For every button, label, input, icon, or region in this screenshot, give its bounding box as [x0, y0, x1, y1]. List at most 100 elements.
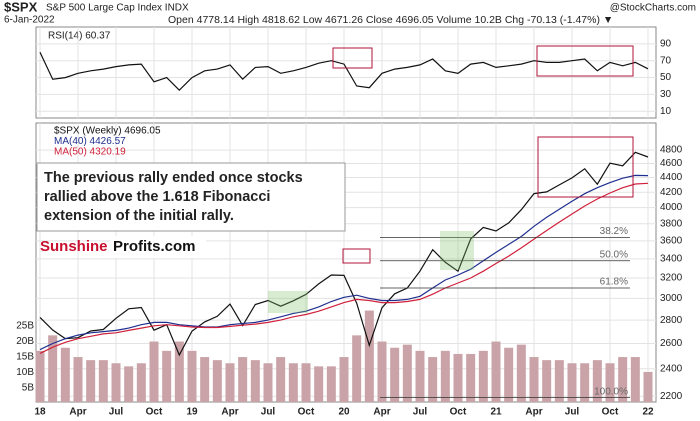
- y-tick-label: 3400: [660, 254, 683, 265]
- y-tick-label: 2200: [660, 391, 683, 402]
- volume-bar: [504, 347, 514, 402]
- highlight-zone: [268, 291, 308, 313]
- volume-bar: [86, 360, 96, 402]
- volume-bar: [339, 357, 349, 402]
- y-tick-label: 4800: [660, 145, 683, 156]
- volume-bar: [288, 363, 298, 402]
- volume-bar: [630, 357, 640, 402]
- y-tick-label: 3200: [660, 273, 683, 284]
- annotation-line: The previous rally ended once stocks: [44, 170, 303, 186]
- y-tick-label: 50: [660, 72, 672, 83]
- y-tick-label: 4400: [660, 172, 683, 183]
- x-tick-label: 22: [642, 407, 654, 418]
- highlight-box: [342, 248, 371, 264]
- volume-bar: [238, 357, 248, 402]
- fib-label: 50.0%: [600, 249, 628, 260]
- volume-bar: [98, 360, 108, 402]
- line-series: [39, 52, 649, 92]
- volume-bar: [542, 360, 552, 402]
- x-tick-label: 21: [490, 407, 502, 418]
- volume-bar: [276, 357, 286, 402]
- volume-bar: [149, 341, 159, 402]
- y2-tick-label: 5B: [22, 383, 35, 394]
- line-series: [39, 182, 649, 354]
- highlight-zone: [440, 231, 474, 270]
- logo: Sunshine: [40, 238, 108, 255]
- y-tick-label: 30: [660, 89, 672, 100]
- rsi-panel: [35, 26, 657, 119]
- y-tick-label: 70: [660, 55, 672, 66]
- legend-entry: MA(40) 4426.57: [54, 136, 126, 147]
- volume-bar: [491, 341, 501, 402]
- credit: @StockCharts.com: [610, 3, 696, 14]
- symbol: $SPX: [4, 0, 38, 14]
- y-tick-label: 3000: [660, 293, 683, 304]
- volume-bar: [554, 360, 564, 402]
- y-tick-label: 4000: [660, 202, 683, 213]
- volume-bar: [314, 366, 324, 402]
- volume-bar: [136, 363, 146, 402]
- volume-bar: [364, 310, 374, 402]
- y-tick-label: 3600: [660, 235, 683, 246]
- line-series: [39, 174, 649, 351]
- volume-bar: [618, 357, 628, 402]
- volume-bar: [162, 350, 172, 402]
- y-tick-label: 4600: [660, 158, 683, 169]
- volume-bar: [402, 344, 412, 402]
- volume-bar: [301, 363, 311, 402]
- logo: Profits.com: [113, 238, 196, 255]
- volume-bar: [124, 366, 134, 402]
- volume-bar: [415, 350, 425, 402]
- logo-box: [110, 236, 206, 258]
- x-tick-label: Jul: [565, 407, 580, 418]
- volume-bar: [111, 363, 121, 402]
- y-tick-label: 3800: [660, 218, 683, 229]
- x-tick-label: Oct: [450, 407, 467, 418]
- fib-label: 61.8%: [600, 277, 628, 288]
- volume-bar: [263, 363, 273, 402]
- x-tick-label: 18: [34, 407, 46, 418]
- quote: Open 4778.14 High 4818.62 Low 4671.26 Cl…: [168, 14, 613, 26]
- volume-bar: [592, 360, 602, 402]
- y2-tick-label: 15B: [16, 352, 34, 363]
- highlight-box: [536, 45, 634, 77]
- rsi-title: RSI(14) 60.37: [48, 31, 111, 42]
- volume-bar: [478, 350, 488, 402]
- x-tick-label: Oct: [298, 407, 315, 418]
- x-tick-label: 19: [186, 407, 198, 418]
- volume-bar: [250, 360, 260, 402]
- volume-bar: [187, 350, 197, 402]
- volume-bar: [377, 341, 387, 402]
- fib-label: 100.0%: [594, 386, 628, 397]
- volume-bar: [428, 357, 438, 402]
- volume-bar: [466, 353, 476, 402]
- x-tick-label: Jul: [109, 407, 124, 418]
- legend-entry: $SPX (Weekly) 4696.05: [54, 126, 161, 137]
- highlight-box: [332, 47, 373, 69]
- x-tick-label: Oct: [602, 407, 619, 418]
- volume-bar: [326, 366, 336, 402]
- volume-bar: [580, 363, 590, 402]
- volume-bar: [352, 335, 362, 402]
- volume-bar: [567, 363, 577, 402]
- volume-bar: [516, 344, 526, 402]
- line-series: [39, 151, 649, 357]
- volume-bar: [440, 350, 450, 402]
- annotation-line: extension of the initial rally.: [44, 208, 234, 224]
- y2-tick-label: 10B: [16, 367, 34, 378]
- x-tick-label: Jul: [413, 407, 428, 418]
- y2-tick-label: 25B: [16, 321, 34, 332]
- x-tick-label: Apr: [221, 407, 238, 418]
- y-tick-label: 2400: [660, 363, 683, 374]
- annotation-box: [36, 162, 346, 232]
- volume-bar: [390, 347, 400, 402]
- volume-bar: [73, 357, 83, 402]
- y2-tick-label: 20B: [16, 336, 34, 347]
- volume-bar: [60, 347, 70, 402]
- volume-bar: [48, 335, 58, 402]
- volume-bar: [605, 363, 615, 402]
- x-tick-label: 20: [338, 407, 350, 418]
- highlight-box: [537, 136, 634, 198]
- volume-bar: [225, 363, 235, 402]
